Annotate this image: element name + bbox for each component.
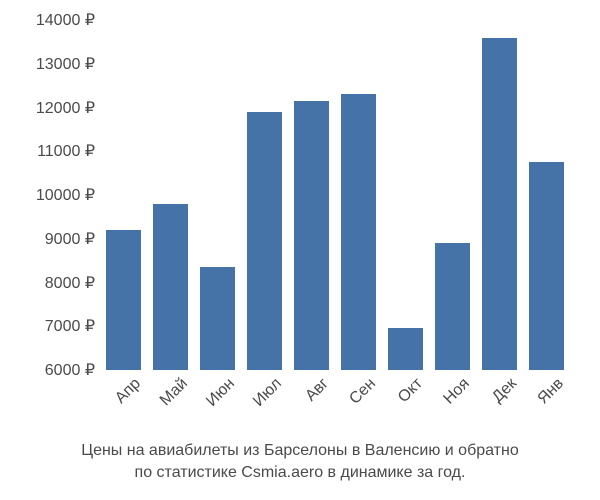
y-tick-label: 7000 ₽ (45, 316, 95, 336)
bar (435, 243, 470, 370)
bar (153, 204, 188, 370)
bar (247, 112, 282, 370)
x-tick-label: Авг (291, 375, 332, 416)
bar (529, 162, 564, 370)
y-tick-label: 12000 ₽ (36, 98, 95, 118)
caption-line-2: по статистике Csmia.aero в динамике за г… (135, 464, 466, 481)
y-tick-label: 13000 ₽ (36, 54, 95, 74)
x-tick-label: Июн (197, 375, 238, 416)
x-tick-label: Дек (479, 375, 520, 416)
x-tick-label: Окт (385, 375, 426, 416)
x-tick-label: Сен (338, 375, 379, 416)
y-tick-label: 14000 ₽ (36, 10, 95, 30)
x-tick-label: Ноя (432, 375, 473, 416)
bar (341, 94, 376, 370)
bars-container (100, 20, 570, 370)
x-tick-label: Июл (244, 375, 285, 416)
bar (294, 101, 329, 370)
price-chart: 6000 ₽ 7000 ₽ 8000 ₽ 9000 ₽ 10000 ₽ 11000 ₽ 12… (0, 0, 600, 500)
bar (482, 38, 517, 371)
plot-area (100, 20, 570, 370)
caption-line-1: Цены на авиабилеты из Барселоны в Валенс… (81, 442, 519, 459)
y-tick-label: 10000 ₽ (36, 185, 95, 205)
bar (106, 230, 141, 370)
x-tick-label: Янв (526, 375, 567, 416)
x-tick-label: Май (150, 375, 191, 416)
y-tick-label: 9000 ₽ (45, 229, 95, 249)
x-axis-labels: АпрМайИюнИюлАвгСенОктНояДекЯнв (100, 375, 570, 435)
y-tick-label: 11000 ₽ (37, 141, 95, 161)
y-tick-label: 8000 ₽ (45, 273, 95, 293)
y-axis-ticks: 6000 ₽7000 ₽8000 ₽9000 ₽10000 ₽11000 ₽12… (0, 20, 95, 370)
bar (200, 267, 235, 370)
chart-caption: Цены на авиабилеты из Барселоны в Валенс… (0, 440, 600, 483)
y-tick-label: 6000 ₽ (45, 360, 95, 380)
x-tick-label: Апр (103, 375, 144, 416)
bar (388, 328, 423, 370)
